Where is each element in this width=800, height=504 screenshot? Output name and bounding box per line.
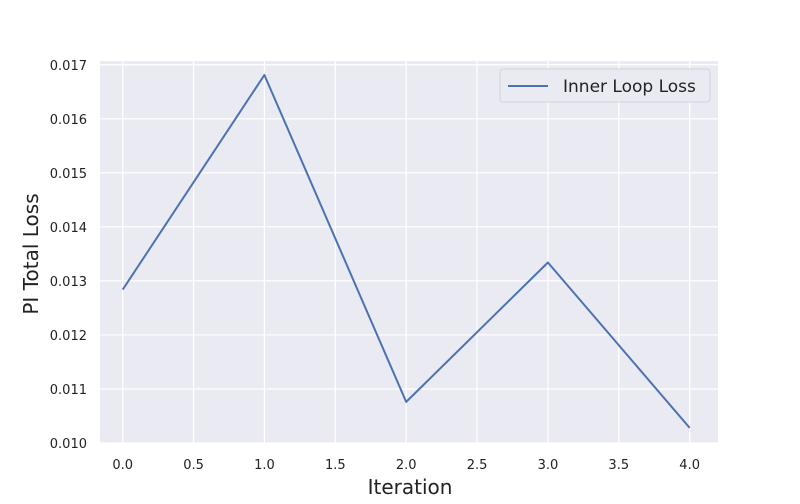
x-tick-label: 3.5: [608, 458, 629, 473]
legend: Inner Loop Loss: [499, 68, 711, 103]
y-tick-label: 0.014: [50, 221, 87, 236]
series-layer: [121, 74, 691, 429]
y-tick-label: 0.015: [50, 167, 87, 182]
y-axis-label: PI Total Loss: [19, 193, 43, 314]
series-line: [121, 74, 691, 429]
legend-label: Inner Loop Loss: [563, 77, 696, 97]
x-tick-label: 3.0: [538, 458, 559, 473]
x-tick-label: 0.0: [112, 458, 133, 473]
x-tick-labels: 0.0 0.5 1.0 1.5 2.0 2.5 3.0 3.5 4.0: [112, 458, 700, 473]
y-tick-label: 0.011: [50, 383, 87, 398]
x-gridlines: [122, 61, 691, 443]
plot-area: [100, 61, 718, 443]
y-tick-labels: 0.010 0.011 0.012 0.013 0.014 0.015 0.016 0.017: [50, 59, 87, 452]
y-tick-label: 0.016: [50, 113, 87, 128]
x-tick-label: 2.0: [396, 458, 417, 473]
y-tick-label: 0.013: [50, 275, 87, 290]
x-tick-label: 4.0: [679, 458, 700, 473]
y-tick-label: 0.017: [50, 59, 87, 74]
y-tick-label: 0.012: [50, 329, 87, 344]
y-gridlines: [100, 64, 718, 444]
x-tick-label: 2.5: [467, 458, 488, 473]
x-tick-label: 1.5: [325, 458, 346, 473]
x-tick-label: 1.0: [254, 458, 275, 473]
x-tick-label: 0.5: [183, 458, 204, 473]
x-axis-label: Iteration: [368, 475, 453, 499]
y-tick-label: 0.010: [50, 437, 87, 452]
legend-box: [499, 68, 711, 103]
